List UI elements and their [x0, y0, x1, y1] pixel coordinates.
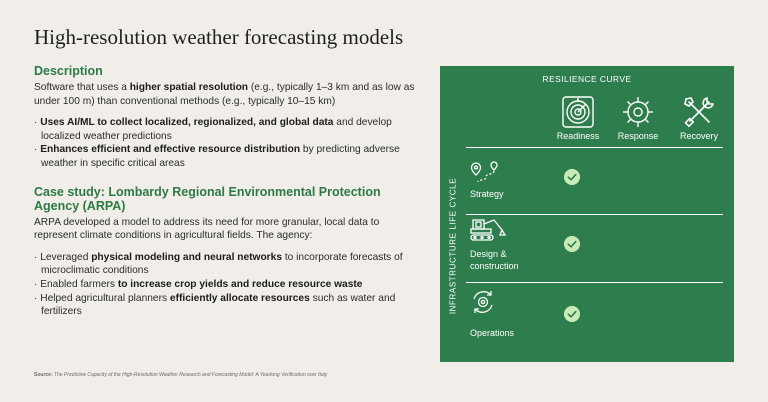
- body-text: · Enabled farmers: [34, 278, 118, 290]
- resilience-curve-title: RESILIENCE CURVE: [542, 74, 632, 84]
- route-pin-icon: [470, 161, 498, 183]
- body-text: ARPA developed a model to address its ne…: [34, 216, 380, 242]
- description-bullets: · Uses AI/ML to collect localized, regio…: [34, 116, 424, 170]
- lifecycle-axis-label: INFRASTRUCTURE LIFE CYCLE: [446, 176, 460, 316]
- emphasis-text: to increase crop yields and reduce resou…: [117, 278, 363, 290]
- divider-line: [466, 147, 723, 148]
- description-bullet: · Uses AI/ML to collect localized, regio…: [34, 116, 424, 143]
- case-study-heading: Case study: Lombardy Regional Environmen…: [34, 184, 381, 213]
- description-bullet: · Enhances efficient and effective resou…: [34, 143, 424, 170]
- left-content: Description Software that uses a higher …: [34, 64, 424, 319]
- body-text: and develop localized weather prediction…: [41, 117, 392, 142]
- body-text: (e.g., typically 1–3 km and as low as un…: [34, 82, 415, 107]
- tools-icon: [684, 96, 715, 128]
- check-icon: [564, 236, 580, 252]
- emphasis-text: Uses AI/ML to collect localized, regiona…: [40, 117, 334, 129]
- emphasis-text: higher spatial resolution: [129, 82, 249, 93]
- radar-icon: [562, 96, 594, 128]
- body-text: ·: [34, 117, 41, 129]
- emphasis-text: efficiently allocate resources: [169, 292, 310, 304]
- resilience-matrix-panel: RESILIENCE CURVE: [440, 66, 734, 362]
- column-label-recovery: Recovery: [679, 131, 718, 141]
- divider-line: [466, 282, 723, 283]
- column-label-response: Response: [617, 131, 659, 141]
- source-text: The Predictive Capacity of the High-Reso…: [54, 372, 328, 378]
- case-study-bullet: · Helped agricultural planners efficient…: [34, 292, 424, 319]
- row-label-strategy: Strategy: [470, 189, 504, 199]
- column-label-readiness: Readiness: [556, 131, 600, 141]
- excavator-icon: [470, 219, 506, 241]
- row-label-design-construction-text: Design & construction: [470, 249, 519, 271]
- body-text: to incorporate forecasts of microclimati…: [41, 251, 403, 277]
- row-label-design-construction: Design & construction: [470, 248, 528, 272]
- source-label: Source:: [34, 372, 53, 378]
- body-text: such as water and fertilizers: [41, 292, 396, 318]
- emphasis-text: Enhances efficient and effective resourc…: [40, 144, 301, 156]
- case-study-paragraph: ARPA developed a model to address its ne…: [34, 216, 424, 243]
- row-label-operations: Operations: [470, 328, 515, 338]
- check-icon: [564, 169, 580, 185]
- body-text: · Helped agricultural planners: [34, 292, 170, 304]
- check-icon: [564, 306, 580, 322]
- body-text: · Leveraged: [34, 251, 92, 263]
- description-heading: Description: [34, 64, 103, 78]
- case-study-bullet: · Enabled farmers to increase crop yield…: [34, 278, 424, 292]
- page-title: High-resolution weather forecasting mode…: [34, 25, 404, 49]
- case-study-bullet: · Leveraged physical modeling and neural…: [34, 251, 424, 278]
- source-note: Source: The Predictive Capacity of the H…: [34, 372, 327, 378]
- body-text: by predicting adverse weather in specifi…: [41, 144, 400, 169]
- emphasis-text: physical modeling and neural networks: [91, 251, 282, 263]
- body-text: ·: [34, 144, 41, 156]
- case-study-bullets: · Leveraged physical modeling and neural…: [34, 251, 424, 319]
- body-text: Software that uses a: [34, 82, 130, 93]
- lifecycle-axis-text: INFRASTRUCTURE LIFE CYCLE: [448, 177, 458, 315]
- description-paragraph: Software that uses a higher spatial reso…: [34, 81, 424, 108]
- cycle-gear-icon: [473, 291, 493, 313]
- gear-icon: [623, 97, 653, 127]
- divider-line: [466, 214, 723, 215]
